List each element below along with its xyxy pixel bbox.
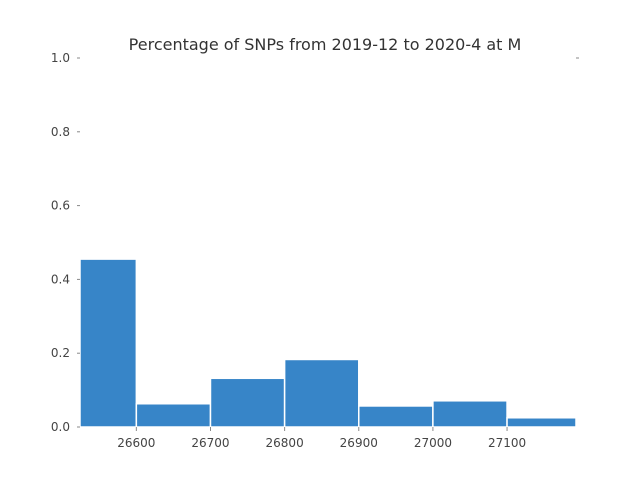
x-tick-label: 26600 <box>117 436 155 450</box>
x-tick-label: 26700 <box>191 436 229 450</box>
histogram-bar-4 <box>283 358 360 428</box>
x-axis: 26600 26700 26800 26900 27000 27100 <box>117 427 526 450</box>
histogram-bar-6 <box>432 400 508 428</box>
histogram-bar-7 <box>506 417 577 428</box>
histogram-bar-5 <box>358 405 434 428</box>
y-axis: 0.0 0.2 0.4 0.6 0.8 1.0 <box>51 51 579 434</box>
bars-group <box>79 258 577 428</box>
y-tick-label: 0.0 <box>51 420 70 434</box>
x-tick-label: 27000 <box>414 436 452 450</box>
y-tick-label: 0.2 <box>51 346 70 360</box>
chart-title: Percentage of SNPs from 2019-12 to 2020-… <box>129 35 522 54</box>
y-tick-label: 0.4 <box>51 272 70 286</box>
y-tick-label: 0.6 <box>51 199 70 213</box>
histogram-bar-3 <box>209 377 286 428</box>
x-tick-label: 26800 <box>266 436 304 450</box>
x-tick-label: 26900 <box>340 436 378 450</box>
x-tick-label: 27100 <box>488 436 526 450</box>
y-tick-label: 1.0 <box>51 51 70 65</box>
histogram-bar-2 <box>135 403 212 428</box>
y-tick-label: 0.8 <box>51 125 70 139</box>
histogram-bar-1 <box>79 258 138 428</box>
